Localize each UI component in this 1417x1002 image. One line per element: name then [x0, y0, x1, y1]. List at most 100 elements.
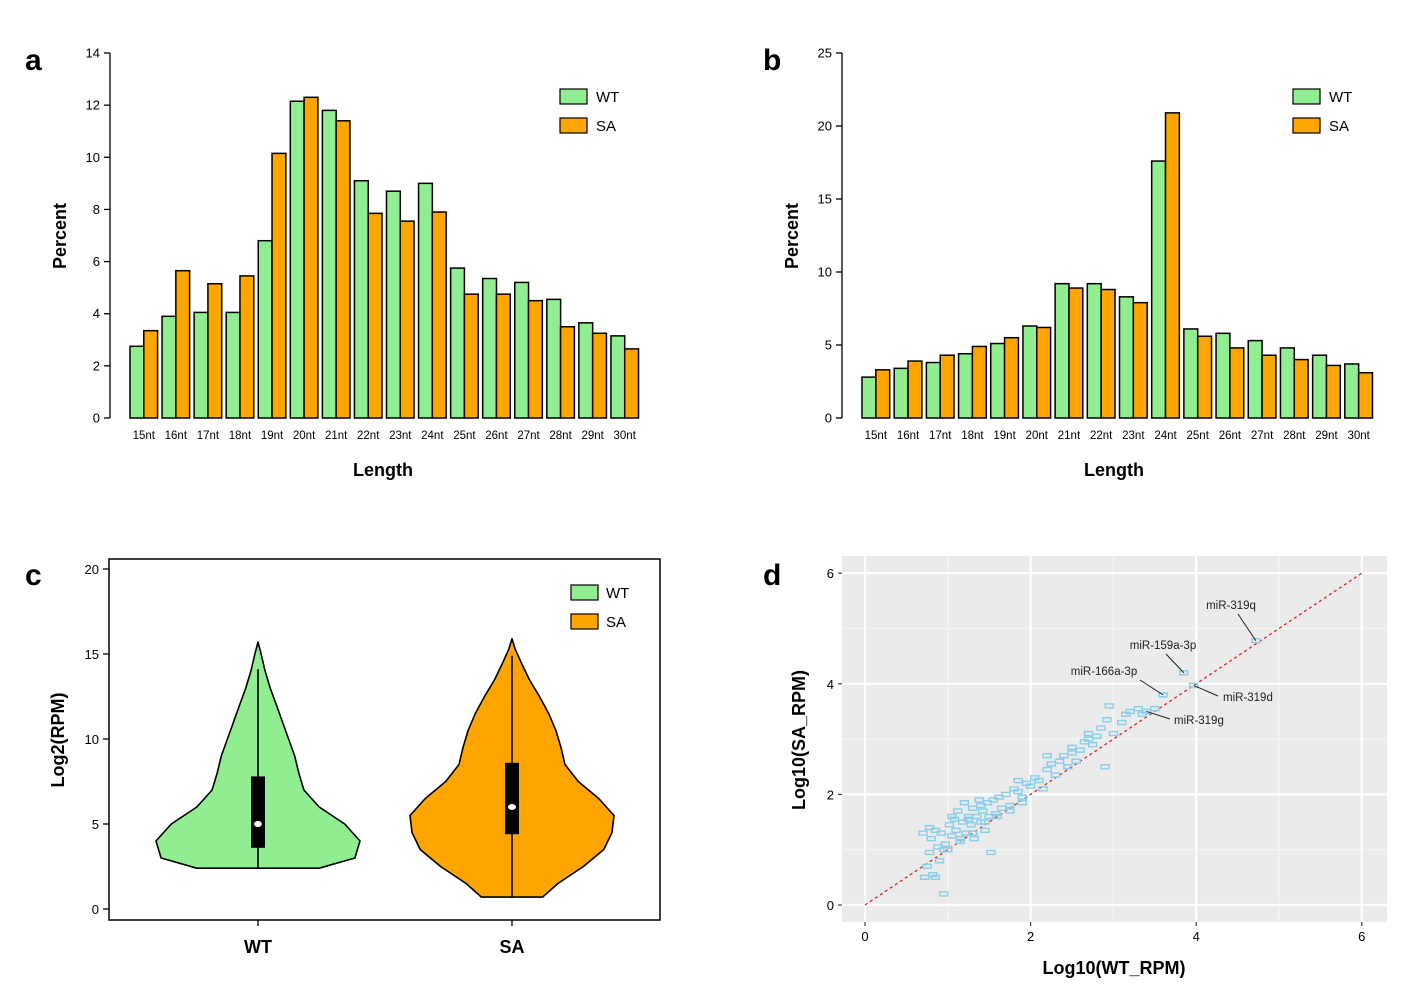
- x-tick-label: 20nt: [1026, 430, 1049, 442]
- scatter-point: [1189, 682, 1199, 689]
- scatter-point: [919, 874, 930, 881]
- bar-sa: [1325, 364, 1342, 419]
- scatter-point: [996, 805, 1007, 811]
- scatter-point: [938, 847, 949, 853]
- bar-wt: [1311, 354, 1328, 419]
- bar-wt: [1022, 325, 1038, 419]
- bar-sa: [1100, 288, 1116, 419]
- scatter-point: [922, 863, 932, 869]
- y-tick-label: 6: [827, 566, 834, 581]
- annotation-label: miR-319d: [1223, 692, 1273, 704]
- x-tick-label: 17nt: [197, 430, 220, 442]
- bar-sa: [1196, 335, 1213, 419]
- y-tick-label: 10: [85, 732, 99, 747]
- median-point: [508, 804, 516, 810]
- scatter-point: [936, 830, 946, 836]
- scatter-point: [1034, 777, 1044, 784]
- scatter-point: [1025, 783, 1036, 789]
- y-tick-label: 14: [86, 46, 100, 61]
- legend-label: SA: [596, 118, 616, 135]
- scatter-point: [1063, 764, 1073, 770]
- scatter-point: [1067, 750, 1077, 756]
- panel-d-scatter-chart: d Log10(WT_RPM) Log10(SA_RPM) 0 2 4 6 0 2 4 6 mi…: [763, 556, 1387, 978]
- bar-sa: [559, 326, 576, 419]
- x-tick-label: 17nt: [929, 430, 952, 442]
- bar-sa: [1164, 112, 1181, 419]
- bar-wt: [1279, 347, 1296, 419]
- bar-sa: [399, 220, 415, 419]
- bar-sa: [591, 332, 608, 419]
- scatter-point: [976, 802, 986, 809]
- bar-sa: [495, 293, 512, 419]
- legend-swatch-wt: [559, 88, 588, 105]
- scatter-point: [934, 858, 945, 864]
- legend-swatch-wt: [570, 584, 599, 601]
- scatter-point: [1104, 703, 1114, 709]
- y-axis-title: Log10(SA_RPM): [789, 670, 809, 810]
- bar-wt: [1118, 296, 1135, 419]
- y-tick-label: 15: [85, 647, 99, 662]
- bar-wt: [161, 315, 177, 419]
- legend-swatch-sa: [1292, 117, 1321, 134]
- scatter-point: [980, 827, 990, 834]
- scatter-point: [958, 819, 968, 825]
- bar-sa: [239, 275, 255, 419]
- scatter-point: [1141, 708, 1152, 715]
- x-tick-label: 25nt: [1187, 430, 1210, 442]
- bar-wt: [1086, 282, 1102, 419]
- bar-sa: [1293, 358, 1309, 419]
- x-tick-label: 21nt: [1058, 430, 1081, 442]
- scatter-point: [1116, 719, 1127, 726]
- scatter-point: [1017, 799, 1028, 806]
- scatter-point: [963, 816, 974, 822]
- scatter-point: [972, 813, 982, 820]
- bar-wt: [193, 311, 209, 419]
- y-axis-title: Log2(RPM): [48, 693, 68, 788]
- scatter-point: [991, 811, 1001, 817]
- y-axis-title: Percent: [50, 203, 70, 269]
- y-tick-label: 20: [818, 119, 832, 134]
- x-tick-label: 27nt: [1251, 430, 1274, 442]
- y-tick-label: 5: [92, 817, 99, 832]
- bar-sa: [1132, 301, 1148, 419]
- legend-swatch-sa: [559, 117, 588, 134]
- x-tick-label: 30nt: [614, 430, 637, 442]
- panel-letter-a: a: [25, 44, 42, 77]
- annotation-label: miR-159a-3p: [1130, 640, 1196, 652]
- y-tick-label: 15: [818, 192, 832, 207]
- y-tick-label: 20: [85, 562, 99, 577]
- panel-letter-c: c: [25, 559, 42, 592]
- scatter-point: [1108, 730, 1119, 737]
- bar-sa: [175, 269, 191, 419]
- scatter-point: [933, 844, 943, 850]
- y-tick-label: 12: [86, 98, 100, 113]
- panel-a-bar-chart: a Length Percent 0 2 4 6 8 10 12 14 15nt 16nt 17nt…: [25, 44, 640, 480]
- scatter-point: [1121, 711, 1131, 717]
- y-tick-label: 5: [825, 338, 832, 353]
- bar-sa: [1357, 371, 1374, 419]
- legend-swatch-wt: [1292, 88, 1321, 105]
- scatter-point: [982, 799, 993, 806]
- x-axis-title: Log10(WT_RPM): [1043, 958, 1186, 978]
- iqr-box: [251, 776, 265, 848]
- scatter-point: [1046, 761, 1057, 767]
- y-tick-label: 6: [93, 254, 100, 269]
- y-tick-label: 2: [93, 358, 100, 373]
- scatter-point: [966, 822, 976, 828]
- bar-wt: [610, 335, 626, 419]
- scatter-point: [924, 849, 935, 856]
- bar-sa: [143, 329, 159, 419]
- bar-wt: [578, 322, 594, 419]
- x-tick-label: 16nt: [165, 430, 188, 442]
- annotation-leader: [1165, 653, 1185, 674]
- x-tick-label: 24nt: [1154, 430, 1177, 442]
- bar-sa: [431, 211, 447, 419]
- scatter-point: [1042, 752, 1052, 759]
- scatter-point: [1017, 794, 1028, 800]
- scatter-point: [947, 833, 957, 839]
- bar-wt: [1150, 160, 1167, 419]
- legend-label: SA: [606, 614, 626, 631]
- scatter-point: [1100, 764, 1110, 770]
- scatter-point: [959, 799, 970, 806]
